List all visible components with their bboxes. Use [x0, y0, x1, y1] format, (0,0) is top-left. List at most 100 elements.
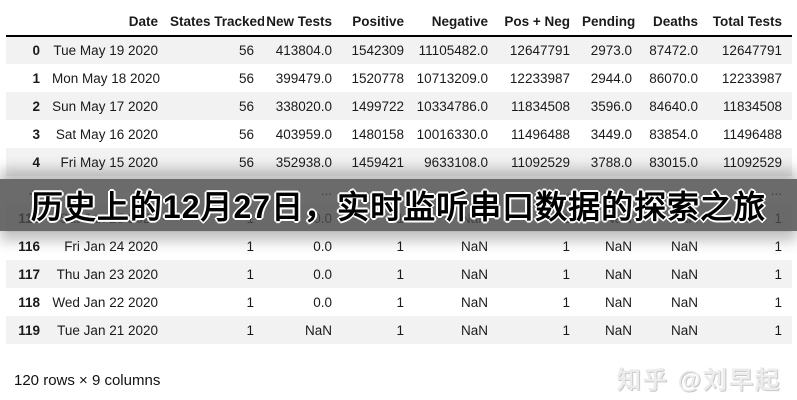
table-cell: 83854.0 [649, 126, 698, 142]
row-index: 118 [18, 294, 40, 310]
column-header: Pending [580, 8, 642, 37]
table-cell: 12233987 [509, 70, 570, 86]
row-index: 0 [32, 43, 40, 58]
table-cell: 56 [238, 126, 254, 142]
table-cell: 11834508 [510, 98, 570, 114]
table-cell: 1 [774, 322, 782, 338]
table-cell: 0.0 [313, 294, 332, 310]
column-header: States Tracked [168, 8, 264, 37]
table-cell: NaN [670, 322, 698, 338]
table-cell: Fri May 15 2020 [60, 154, 158, 170]
table-cell: 1 [562, 322, 570, 338]
table-cell: 1 [562, 266, 570, 282]
table-cell: 56 [238, 70, 254, 86]
table-cell: NaN [670, 294, 698, 310]
row-index: 1 [32, 70, 40, 86]
table-cell: Sat May 16 2020 [55, 126, 158, 142]
table-cell: 84640.0 [649, 98, 698, 114]
table-cell: NaN [604, 322, 632, 338]
row-index: 116 [18, 238, 40, 254]
table-cell: 1 [774, 294, 782, 310]
table-cell: 0.0 [313, 266, 332, 282]
table-cell: 1 [774, 266, 782, 282]
table-row: 119 Tue Jan 21 2020 1 NaN 1 NaN 1 NaN NaN 1 [6, 316, 792, 344]
table-cell: Tue May 19 2020 [53, 43, 158, 58]
row-index: 119 [18, 322, 40, 338]
table-row: 0 Tue May 19 2020 56 413804.0 1542309 1110548… [6, 36, 792, 64]
table-row: 118 Wed Jan 22 2020 1 0.0 1 NaN 1 NaN NaN 1 [6, 288, 792, 316]
table-cell: 1480158 [351, 126, 404, 142]
table-cell: 1499722 [351, 98, 404, 114]
table-cell: Tue Jan 21 2020 [57, 322, 158, 338]
caption-text: 历史上的12月27日，实时监听串口数据的探索之旅 [30, 189, 767, 225]
table-cell: 1542309 [351, 43, 404, 58]
index-column-header [6, 8, 50, 37]
table-cell: 11496488 [510, 126, 570, 142]
table-cell: 12647791 [721, 43, 782, 58]
table-header: Date States Tracked New Tests Positive Negat… [6, 8, 792, 37]
table-cell: 1 [246, 266, 254, 282]
table-cell: 56 [238, 98, 254, 114]
table-cell: 413804.0 [275, 43, 332, 58]
table-row: 117 Thu Jan 23 2020 1 0.0 1 NaN 1 NaN NaN 1 [6, 260, 792, 288]
table-cell: NaN [460, 322, 488, 338]
table-cell: 1459421 [351, 154, 404, 170]
row-index: 117 [18, 266, 40, 282]
table-row: 2 Sun May 17 2020 56 338020.0 1499722 1033478… [6, 92, 792, 120]
table-cell: 11834508 [722, 98, 782, 114]
column-header: Deaths [642, 8, 708, 37]
table-cell: 0.0 [313, 238, 332, 254]
column-header: Positive [342, 8, 414, 37]
table-cell: NaN [460, 294, 488, 310]
table-cell: NaN [604, 238, 632, 254]
table-cell: NaN [670, 266, 698, 282]
table-cell: NaN [460, 266, 488, 282]
table-cell: 3596.0 [590, 98, 632, 114]
table-cell: 56 [238, 154, 254, 170]
table-body: 0 Tue May 19 2020 56 413804.0 1542309 1110548… [6, 36, 792, 344]
table-row: 4 Fri May 15 2020 56 352938.0 1459421 9633108… [6, 148, 792, 176]
column-header: New Tests [264, 8, 342, 37]
table-cell: 1 [246, 238, 254, 254]
table-cell: 2973.0 [590, 43, 632, 58]
table-cell: 352938.0 [275, 154, 332, 170]
table-cell: 86070.0 [649, 70, 698, 86]
table-cell: Thu Jan 23 2020 [56, 266, 158, 282]
table-cell: NaN [670, 238, 698, 254]
row-index: 3 [32, 126, 40, 142]
table-cell: 56 [238, 43, 254, 58]
table-cell: Sun May 17 2020 [52, 98, 158, 114]
table-cell: 1 [396, 266, 404, 282]
table-cell: 10713209.0 [416, 70, 488, 86]
table-cell: 1520778 [351, 70, 404, 86]
table-cell: 1 [396, 294, 404, 310]
table-cell: Wed Jan 22 2020 [52, 294, 158, 310]
page: Date States Tracked New Tests Positive Negat… [0, 8, 797, 400]
table-cell: 11092529 [722, 154, 782, 170]
column-header: Date [50, 8, 168, 37]
table-cell: Fri Jan 24 2020 [64, 238, 158, 254]
table-cell: 1 [774, 238, 782, 254]
table-cell: NaN [460, 238, 488, 254]
table-cell: 11105482.0 [418, 43, 488, 58]
table-cell: 9633108.0 [424, 154, 488, 170]
table-cell: 1 [246, 294, 254, 310]
row-index: 2 [32, 98, 40, 114]
table-cell: Mon May 18 2020 [52, 70, 161, 86]
table-cell: 3788.0 [590, 154, 632, 170]
column-header: Negative [414, 8, 498, 37]
table-cell: 338020.0 [275, 98, 332, 114]
table-cell: NaN [604, 294, 632, 310]
table-cell: 1 [396, 322, 404, 338]
table-cell: NaN [604, 266, 632, 282]
table-cell: 1 [396, 238, 404, 254]
table-cell: 403959.0 [275, 126, 332, 142]
zhihu-watermark: 知乎 @刘早起 [616, 367, 781, 394]
column-header: Total Tests [708, 8, 792, 37]
table-cell: 2944.0 [590, 70, 632, 86]
table-cell: 10016330.0 [416, 126, 488, 142]
table-cell: 10334786.0 [416, 98, 488, 114]
caption-banner: 历史上的12月27日，实时监听串口数据的探索之旅 [0, 179, 797, 231]
table-cell: 399479.0 [275, 70, 332, 86]
table-cell: NaN [304, 322, 332, 338]
